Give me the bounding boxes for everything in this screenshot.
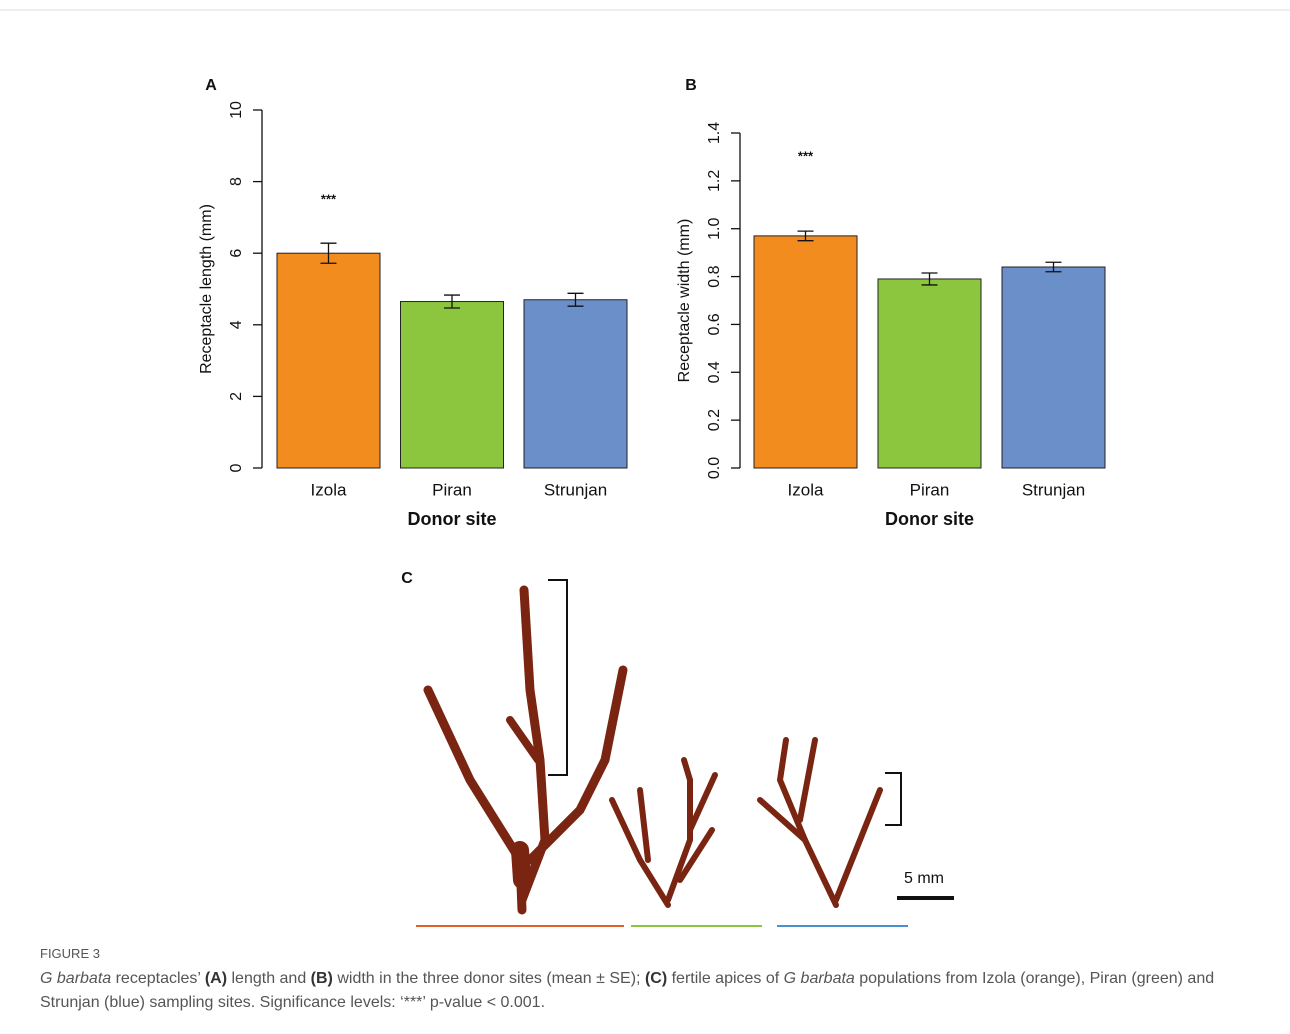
x-axis-label: Donor site	[885, 509, 974, 529]
y-tick-label: 8	[228, 177, 245, 186]
caption: G barbata receptacles’ (A) length and (B…	[40, 967, 1230, 1015]
y-tick-label: 1.0	[706, 217, 723, 239]
caption-segment: (B)	[310, 970, 333, 987]
significance: ***	[321, 192, 337, 207]
caption-segment: populations from Izola (orange), Piran (…	[40, 970, 1215, 1011]
error-bar	[320, 242, 337, 264]
y-tick-label: 10	[228, 101, 245, 119]
bar	[400, 301, 504, 469]
bar	[1001, 266, 1106, 469]
caption-segment: length and	[227, 970, 311, 987]
y-tick-label: 0.4	[706, 361, 723, 383]
caption-segment: width in the three donor sites (mean ± S…	[332, 970, 645, 987]
bracket	[548, 579, 568, 776]
panel-label: B	[685, 77, 697, 94]
bar	[276, 252, 381, 469]
y-tick-label: 0.0	[706, 457, 723, 479]
y-tick-label: 2	[228, 392, 245, 401]
panel-label: C	[401, 570, 413, 587]
y-axis-label: Receptacle length (mm)	[198, 204, 215, 374]
x-axis-label: Donor site	[407, 509, 496, 529]
bar	[877, 278, 982, 469]
caption-segment: (A)	[204, 970, 228, 987]
bracket	[885, 772, 902, 826]
caption-segment: receptacles’	[111, 970, 205, 987]
y-tick-label: 0.2	[706, 409, 723, 431]
bar	[523, 299, 628, 469]
error-bar	[921, 272, 938, 286]
caption-segment: fertile apices of	[667, 970, 784, 987]
significance: ***	[798, 149, 814, 164]
y-tick-label: 0.6	[706, 313, 723, 335]
y-axis-label: Receptacle width (mm)	[676, 219, 693, 383]
x-tick-label: Piran	[432, 480, 472, 499]
x-tick-label: Strunjan	[1022, 480, 1085, 499]
y-tick-label: 1.4	[706, 122, 723, 144]
y-tick-label: 6	[228, 249, 245, 258]
caption-segment: G barbata	[40, 970, 112, 987]
error-bar	[1045, 261, 1062, 273]
caption-segment: G barbata	[783, 970, 855, 987]
bar	[753, 235, 858, 469]
y-tick-label: 4	[228, 320, 245, 329]
caption-segment: (C)	[644, 970, 668, 987]
x-tick-label: Izola	[788, 480, 824, 499]
scale-label: 5 mm	[904, 870, 944, 887]
figure-label: FIGURE 3	[40, 946, 100, 961]
y-tick-label: 1.2	[706, 170, 723, 192]
error-bar	[567, 292, 584, 307]
y-tick-label: 0.8	[706, 265, 723, 287]
error-bar	[797, 230, 814, 242]
error-bar	[444, 294, 460, 309]
x-tick-label: Izola	[311, 480, 347, 499]
panel-label: A	[205, 77, 217, 94]
x-tick-label: Piran	[910, 480, 950, 499]
y-tick-label: 0	[228, 463, 245, 472]
panel-c-photo	[423, 585, 883, 915]
x-tick-label: Strunjan	[544, 480, 607, 499]
figure: C 5 mm A Receptacle length (mm) 0 2 4 6 8 10 Izo…	[0, 9, 1290, 927]
